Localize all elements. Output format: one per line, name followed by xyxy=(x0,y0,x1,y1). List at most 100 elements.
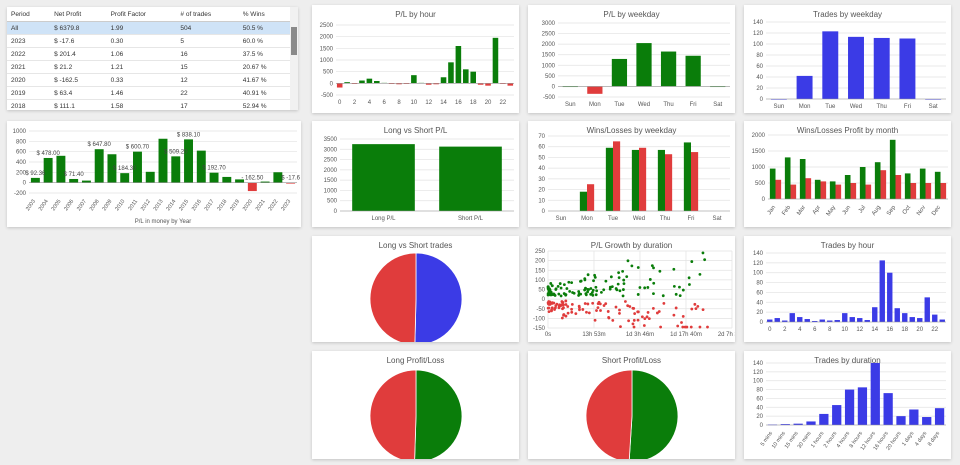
bar xyxy=(235,179,245,183)
x-tick-label: Wed xyxy=(850,104,862,110)
scatter-point xyxy=(583,302,587,305)
bar xyxy=(374,81,380,84)
scatter-point xyxy=(577,294,581,297)
scatter-point xyxy=(630,264,634,268)
bar xyxy=(820,181,827,199)
chart-trades-by-weekday: 0 20 40 60 80 100 120 140 Sun Mon Tue Wed Thu Fri Sat xyxy=(753,20,946,110)
table-row[interactable]: 2018 $ 111.1 1.58 17 52.94 % xyxy=(7,99,290,110)
table-cell: $ -162.5 xyxy=(50,73,107,87)
chart-title: Trades by weekday xyxy=(812,10,883,19)
scatter-point xyxy=(570,310,574,314)
table-row[interactable]: 2019 $ 63.4 1.46 22 40.91 % xyxy=(7,86,290,100)
y-tick-label: 0 xyxy=(542,297,546,303)
panel-short-profit-loss: Short Profit/Loss xyxy=(528,351,735,459)
scatter-point xyxy=(566,311,570,315)
table-header-cell[interactable]: Period xyxy=(7,7,51,22)
scatter-point xyxy=(618,289,622,293)
x-tick-label: Tue xyxy=(614,102,625,108)
x-tick-label: Sun xyxy=(556,216,567,222)
table-cell: $ -17.6 xyxy=(50,34,107,48)
scatter-point xyxy=(550,301,554,305)
scatter-point xyxy=(690,260,694,263)
y-tick-label: 100 xyxy=(753,42,764,48)
x-tick-label: 2007 xyxy=(76,199,88,212)
table-row[interactable]: 2021 $ 21.2 1.21 15 20.67 % xyxy=(7,60,290,74)
data-label: $ 838.10 xyxy=(177,132,201,138)
y-tick-label: 2000 xyxy=(320,35,334,41)
table-header-cell[interactable]: Profit Factor xyxy=(106,7,177,22)
bar xyxy=(665,154,673,211)
scatter-point xyxy=(546,293,550,297)
bar xyxy=(865,184,872,199)
bar xyxy=(260,181,270,183)
table-scrollbar[interactable] xyxy=(290,7,298,110)
x-tick-label: Mon xyxy=(589,102,601,108)
y-tick-label: 20 xyxy=(756,86,763,92)
scatter-point xyxy=(658,269,662,273)
table-cell: $ 63.4 xyxy=(50,86,107,100)
bar xyxy=(832,405,842,425)
table-cell: 2019 xyxy=(7,86,51,100)
table-row[interactable]: 2020 $ -162.5 0.33 12 41.67 % xyxy=(7,73,290,87)
table-scrollbar-thumb[interactable] xyxy=(291,27,297,55)
scatter-point xyxy=(631,322,635,326)
table-header-cell[interactable]: # of trades xyxy=(176,7,239,22)
bar xyxy=(940,183,947,199)
panel-pl-money-by-year: -200 0 200 400 600 800 1000 2003 2004 2005 2006 200… xyxy=(7,121,301,227)
chart-short-profit-loss xyxy=(585,369,679,459)
y-tick-label: 1000 xyxy=(324,188,338,194)
table-row[interactable]: 2022 $ 201.4 1.06 16 37.5 % xyxy=(7,47,290,61)
y-tick-label: 1500 xyxy=(542,53,556,59)
y-tick-label: 30 xyxy=(538,177,545,183)
table-cell: 1.99 xyxy=(106,21,177,35)
bar xyxy=(477,83,484,85)
table-cell: All xyxy=(7,21,51,35)
panel-pl-by-hour: -500 0 500 1000 1500 2000 2500 0 2 4 6 8 10 12 14 16 18 2… xyxy=(312,5,519,113)
bar xyxy=(691,152,699,211)
x-tick-label: 20 xyxy=(916,327,923,333)
bar xyxy=(804,319,810,322)
bar xyxy=(222,176,232,183)
bar xyxy=(864,320,870,322)
table-header-cell[interactable]: % Wins xyxy=(238,7,290,22)
scatter-point xyxy=(643,286,647,290)
table-row[interactable]: 2023 $ -17.6 0.30 5 60.0 % xyxy=(7,34,290,48)
bar xyxy=(909,409,919,425)
scatter-point xyxy=(645,315,649,319)
bar xyxy=(796,75,813,99)
table-header-cell[interactable]: Net Profit xyxy=(50,7,107,22)
bar xyxy=(455,46,462,84)
bar xyxy=(902,313,908,322)
scatter-point xyxy=(591,288,595,292)
bar xyxy=(925,99,942,100)
bar xyxy=(56,155,66,183)
table-cell: 52.94 % xyxy=(238,99,290,110)
x-tick-label: 2021 xyxy=(255,199,267,212)
panel-long-vs-short-pl: 0 500 1000 1500 2000 2500 3000 3500 Long P/L Shor… xyxy=(312,121,519,227)
bar xyxy=(909,317,915,322)
y-tick-label: 3000 xyxy=(542,21,556,27)
scatter-point xyxy=(672,267,676,271)
scatter-point xyxy=(587,311,591,315)
scatter-point xyxy=(661,294,665,298)
pie-slice xyxy=(369,252,417,342)
scatter-point xyxy=(584,286,587,290)
scatter-point xyxy=(609,275,613,279)
x-tick-label: 4 xyxy=(368,100,372,106)
table-row[interactable]: All $ 6379.8 1.99 504 50.5 % xyxy=(7,21,290,35)
y-tick-label: 120 xyxy=(753,261,764,267)
scatter-point xyxy=(698,272,702,276)
scatter-point xyxy=(591,293,595,297)
x-tick-label: Mar xyxy=(796,205,807,217)
table-cell: 2018 xyxy=(7,99,51,110)
scatter-point xyxy=(586,273,590,277)
scatter-point xyxy=(565,287,569,290)
bar xyxy=(286,182,296,184)
scatter-point xyxy=(674,292,678,296)
scatter-point xyxy=(562,292,566,295)
x-tick-label: 2017 xyxy=(204,199,216,212)
scatter-point xyxy=(698,325,702,329)
x-tick-label: Mon xyxy=(581,216,593,222)
bar xyxy=(767,319,773,322)
x-tick-label: Short P/L xyxy=(458,216,484,222)
